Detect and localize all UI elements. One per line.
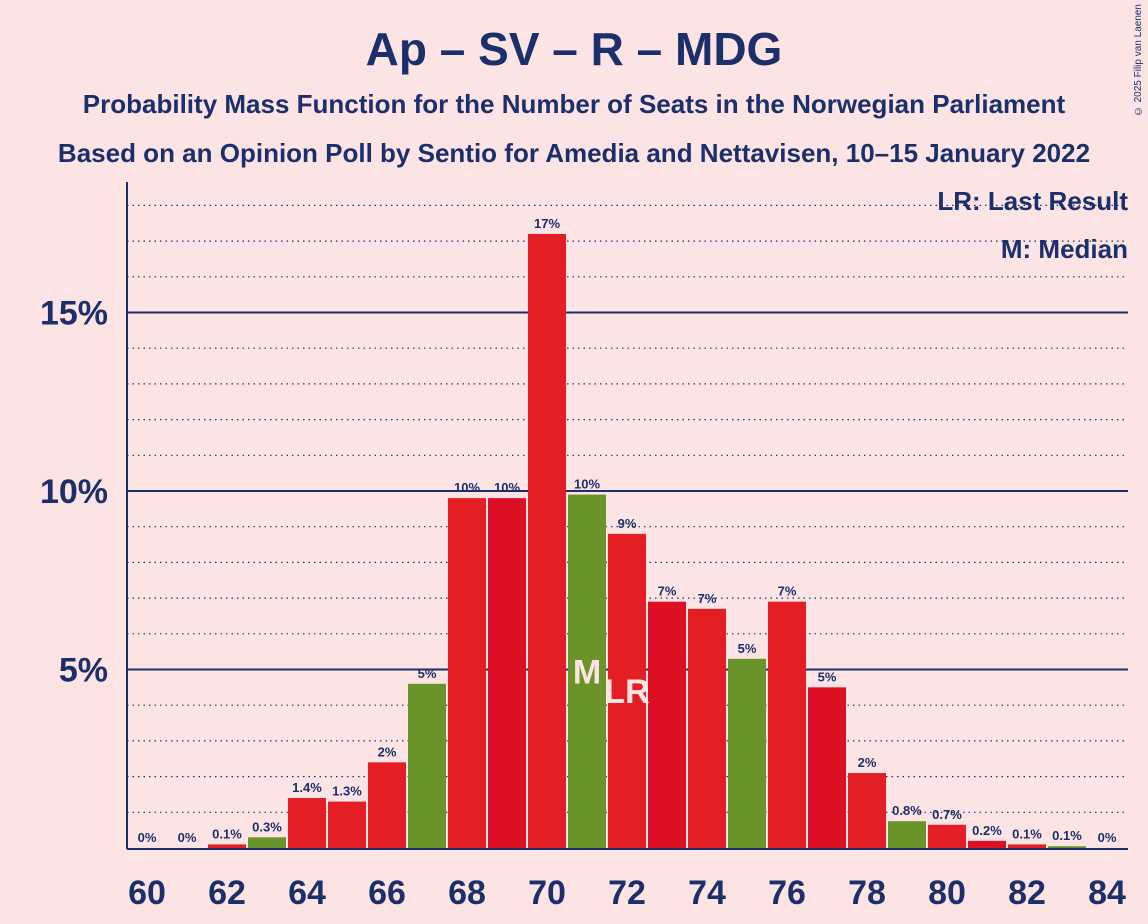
y-tick-label: 5% bbox=[59, 652, 108, 690]
x-tick-label: 84 bbox=[1088, 874, 1126, 912]
bar-value-label: 0.1% bbox=[1052, 828, 1082, 843]
bar-seat-82 bbox=[1008, 844, 1046, 848]
bar-value-label: 1.4% bbox=[292, 780, 322, 795]
bar-seat-78 bbox=[848, 773, 886, 848]
x-tick-label: 60 bbox=[128, 874, 166, 912]
x-tick-label: 68 bbox=[448, 874, 486, 912]
bar-seat-80 bbox=[928, 824, 966, 848]
x-tick-label: 64 bbox=[288, 874, 326, 912]
bar-value-label: 9% bbox=[618, 516, 637, 531]
bar-seat-63 bbox=[248, 837, 286, 848]
x-tick-label: 70 bbox=[528, 874, 566, 912]
bar-value-label: 0.1% bbox=[212, 826, 242, 841]
bar-seat-70 bbox=[528, 233, 566, 848]
bar-value-label: 0.7% bbox=[932, 807, 962, 822]
bar-value-label: 0.3% bbox=[252, 819, 282, 834]
legend-median: M: Median bbox=[1000, 234, 1128, 264]
bar-seat-83 bbox=[1048, 846, 1086, 848]
bar-seat-81 bbox=[968, 840, 1006, 848]
bar-seat-73 bbox=[648, 601, 686, 848]
chart-subtitle: Probability Mass Function for the Number… bbox=[82, 89, 1066, 119]
chart-title: Ap – SV – R – MDG bbox=[365, 23, 783, 75]
y-tick-label: 10% bbox=[40, 473, 108, 511]
bar-value-label: 10% bbox=[574, 477, 600, 492]
bar-seat-75 bbox=[728, 658, 766, 848]
bar-value-label: 7% bbox=[778, 584, 797, 599]
bar-value-label: 0% bbox=[138, 830, 157, 845]
bar-value-label: 7% bbox=[698, 591, 717, 606]
bar-seat-76 bbox=[768, 601, 806, 848]
x-tick-label: 76 bbox=[768, 874, 806, 912]
bar-value-label: 2% bbox=[858, 755, 877, 770]
bar-seat-79 bbox=[888, 821, 926, 848]
median-marker: M bbox=[573, 653, 601, 691]
bar-value-label: 0% bbox=[178, 830, 197, 845]
x-tick-label: 74 bbox=[688, 874, 726, 912]
bar-value-label: 0.2% bbox=[972, 823, 1002, 838]
bar-value-label: 5% bbox=[418, 666, 437, 681]
bar-value-label: 2% bbox=[378, 744, 397, 759]
x-tick-label: 62 bbox=[208, 874, 246, 912]
bar-value-label: 0% bbox=[1098, 830, 1117, 845]
bar-seat-67 bbox=[408, 683, 446, 848]
bar-seat-64 bbox=[288, 798, 326, 848]
bar-value-label: 10% bbox=[494, 480, 520, 495]
chart-source-line: Based on an Opinion Poll by Sentio for A… bbox=[57, 138, 1091, 168]
last-result-marker: LR bbox=[604, 673, 649, 711]
bar-seat-72 bbox=[608, 533, 646, 848]
bar-value-label: 17% bbox=[534, 216, 560, 231]
x-tick-label: 82 bbox=[1008, 874, 1046, 912]
bar-value-label: 10% bbox=[454, 480, 480, 495]
bar-seat-68 bbox=[448, 498, 486, 848]
x-tick-label: 66 bbox=[368, 874, 406, 912]
bar-seat-74 bbox=[688, 608, 726, 848]
y-tick-label: 15% bbox=[40, 295, 108, 333]
bar-value-label: 1.3% bbox=[332, 784, 362, 799]
legend-last-result: LR: Last Result bbox=[937, 186, 1128, 216]
bar-value-label: 5% bbox=[738, 641, 757, 656]
bar-seat-66 bbox=[368, 762, 406, 848]
bar-value-label: 0.8% bbox=[892, 803, 922, 818]
bar-value-label: 5% bbox=[818, 669, 837, 684]
x-tick-label: 72 bbox=[608, 874, 646, 912]
bar-seat-65 bbox=[328, 801, 366, 848]
bar-value-label: 7% bbox=[658, 584, 677, 599]
bar-value-label: 0.1% bbox=[1012, 826, 1042, 841]
x-tick-label: 78 bbox=[848, 874, 886, 912]
bar-seat-69 bbox=[488, 498, 526, 848]
bar-seat-77 bbox=[808, 687, 846, 848]
bar-seat-62 bbox=[208, 844, 246, 848]
x-tick-label: 80 bbox=[928, 874, 966, 912]
bar-seat-71 bbox=[568, 494, 606, 848]
